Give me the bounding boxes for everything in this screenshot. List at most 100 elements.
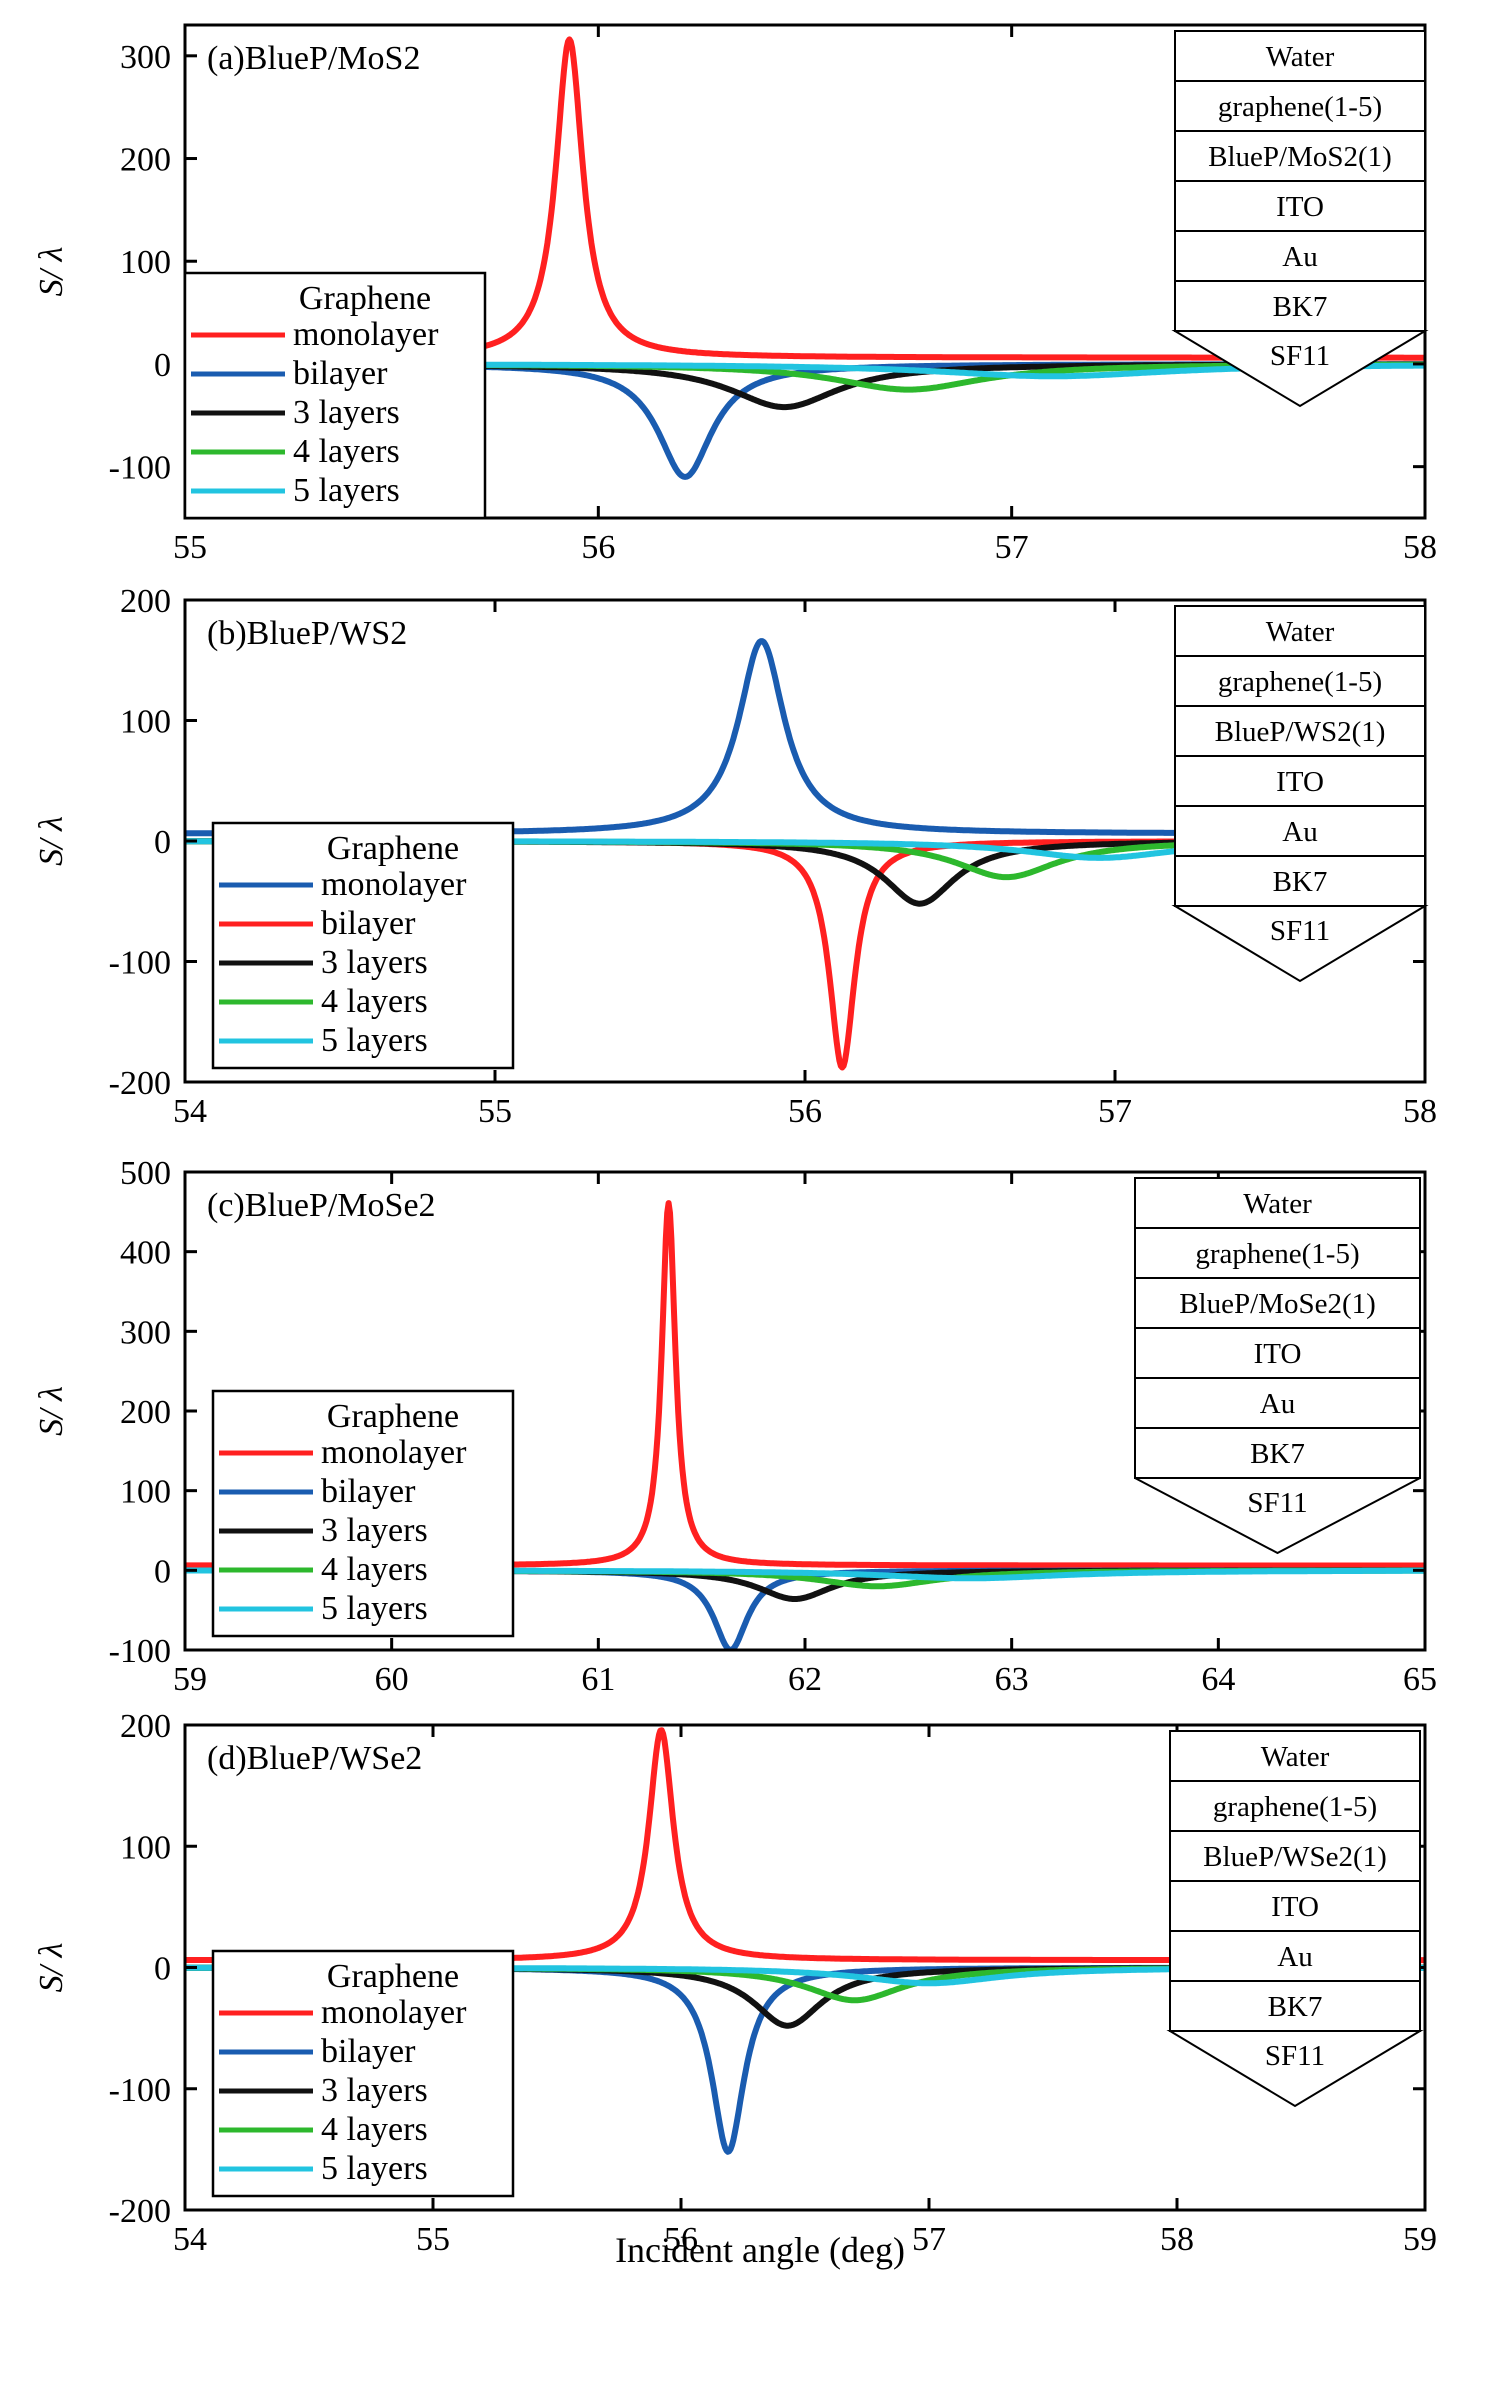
panel-title: (c)BlueP/MoSe2 [207,1187,436,1224]
y-tick-label: -100 [109,2072,171,2109]
layer-row [1174,755,1426,807]
prism-triangle [1134,1477,1421,1555]
panel-a: 55 56 57 58 -100 0 100 200 300 S/ λ (a)BlueP/MoS2 G… [33,23,1437,566]
prism-triangle [1166,2030,1424,2108]
y-tick-label: 200 [120,1394,171,1431]
x-tick-label: 57 [1098,1093,1132,1130]
panel-title: (d)BlueP/WSe2 [207,1740,422,1777]
legend-box [211,821,515,1070]
legend-entry: bilayer [321,2033,416,2070]
layer-label: Au [1260,1388,1295,1420]
x-tick-label: 64 [1201,1661,1235,1698]
legend-box [211,1949,515,2198]
x-tick-label: 55 [416,2221,450,2258]
y-tick-label: 0 [154,824,171,861]
x-tick-label: 58 [1403,1093,1437,1130]
layer-label: graphene(1-5) [1218,666,1382,698]
layer-row [1169,1730,1421,1782]
legend-entry: 4 layers [321,1551,428,1588]
layer-label: Water [1266,41,1335,73]
panel-c: 59 60 61 62 63 64 65 -100 0 100 200 300 400 500 S/ λ (c… [33,1155,1437,1698]
legend-entry: 4 layers [293,433,400,470]
layer-row [1134,1327,1421,1379]
legend-entry: monolayer [321,1994,467,2031]
y-tick-label: 500 [120,1155,171,1192]
layer-stack: Water graphene(1-5) BlueP/WSe2(1) ITO Au BK7 S… [1166,1730,1424,2108]
panel-title: (b)BlueP/WS2 [207,615,407,652]
legend-title: Graphene [327,1398,459,1435]
legend-entry: 3 layers [321,1512,428,1549]
layer-row [1134,1377,1421,1429]
layer-label: ITO [1276,191,1324,223]
y-tick-label: 200 [120,583,171,620]
layer-label: SF11 [1270,915,1330,947]
layer-row [1174,605,1426,657]
legend-entry: 4 layers [321,2111,428,2148]
x-tick-label: 56 [788,1093,822,1130]
y-tick-label: -100 [109,1633,171,1670]
layer-stack: Water graphene(1-5) BlueP/MoS2(1) ITO Au BK7 S… [1171,30,1429,408]
layer-row [1174,230,1426,282]
layer-row [1134,1427,1421,1479]
x-tick-label: 60 [375,1661,409,1698]
x-tick-label: 54 [173,1093,207,1130]
panel-b: 54 55 56 57 58 -200 -100 0 100 200 S/ λ (b)BlueP/WS… [33,583,1437,1130]
legend-entry: 5 layers [321,2150,428,2187]
layer-row [1174,130,1426,182]
x-tick-label: 59 [173,1661,207,1698]
legend-title: Graphene [327,830,459,867]
legend-entry: monolayer [293,316,439,353]
layer-label: Water [1266,616,1335,648]
legend-entry: 5 layers [293,472,400,509]
x-tick-label: 62 [788,1661,822,1698]
y-tick-label: -200 [109,2193,171,2230]
legend-title: Graphene [327,1958,459,1995]
layer-label: BK7 [1250,1438,1305,1470]
y-axis-label: S/ λ [33,816,70,866]
x-tick-label: 54 [173,2221,207,2258]
y-tick-label: 100 [120,704,171,741]
legend-box [183,271,487,520]
layer-label: Au [1282,816,1317,848]
y-tick-label: 100 [120,1474,171,1511]
x-tick-label: 59 [1403,2221,1437,2258]
panel-d: 54 55 56 57 58 59 -200 -100 0 100 200 S/ λ (d)BlueP/… [33,1708,1437,2258]
layer-label: SF11 [1270,340,1330,372]
prism-triangle [1171,330,1429,408]
panel-title: (a)BlueP/MoS2 [207,40,420,77]
layer-row [1169,1880,1421,1932]
layer-row [1174,280,1426,332]
layer-label: graphene(1-5) [1213,1791,1377,1823]
legend-entry: bilayer [321,1473,416,1510]
prism-triangle [1171,905,1429,983]
x-tick-label: 56 [581,529,615,566]
y-tick-label: 100 [120,1829,171,1866]
layer-label: Water [1261,1741,1330,1773]
y-tick-label: 300 [120,39,171,76]
legend-title: Graphene [299,280,431,317]
legend-entry: monolayer [321,866,467,903]
layer-row [1134,1177,1421,1229]
layer-label: Au [1277,1941,1312,1973]
y-axis-label: S/ λ [33,247,70,297]
y-axis-label: S/ λ [33,1386,70,1436]
layer-stack: Water graphene(1-5) BlueP/WS2(1) ITO Au BK7 SF… [1171,605,1429,983]
layer-row [1174,80,1426,132]
layer-label: ITO [1271,1891,1319,1923]
x-tick-label: 55 [478,1093,512,1130]
y-tick-label: 300 [120,1314,171,1351]
layer-row [1169,1980,1421,2032]
layer-label: graphene(1-5) [1195,1238,1359,1270]
layer-label: BK7 [1273,866,1328,898]
y-tick-label: 0 [154,1951,171,1988]
layer-label: graphene(1-5) [1218,91,1382,123]
y-tick-label: 0 [154,1553,171,1590]
legend-entry: bilayer [293,355,388,392]
y-axis-label: S/ λ [33,1943,70,1993]
legend-entry: 3 layers [321,944,428,981]
layer-row [1134,1277,1421,1329]
layer-label: ITO [1254,1338,1302,1370]
y-tick-label: -200 [109,1065,171,1102]
